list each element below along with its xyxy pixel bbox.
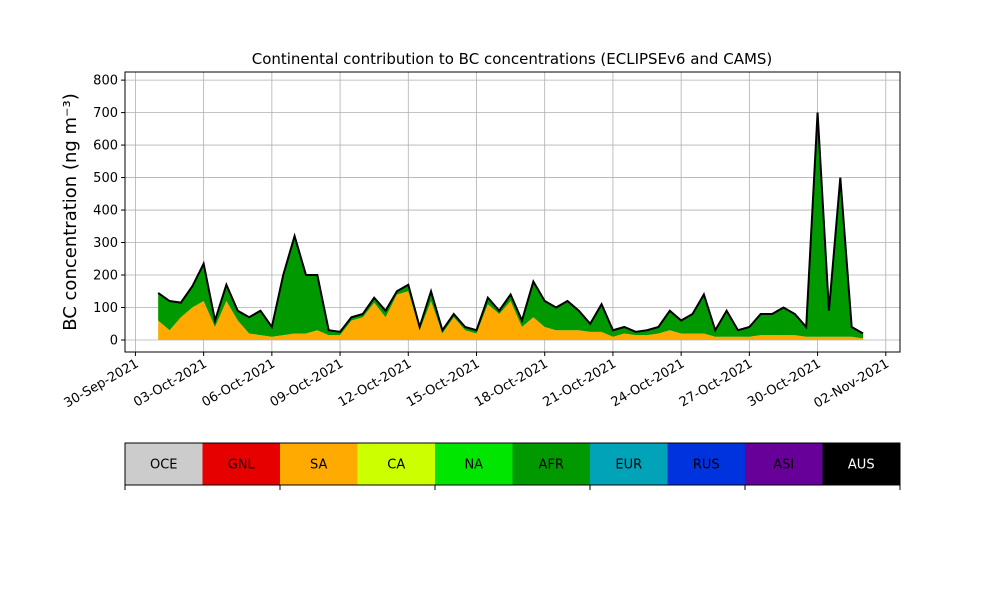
axes-frame bbox=[124, 71, 901, 353]
stack-outline bbox=[157, 112, 864, 335]
colorbar-cell bbox=[435, 443, 513, 485]
colorbar-cell bbox=[202, 443, 280, 485]
y-tick-label: 300 bbox=[93, 236, 118, 251]
colorbar-cell bbox=[512, 443, 590, 485]
x-tick-label: 12-Oct-2021 bbox=[336, 356, 414, 410]
y-tick-label: 600 bbox=[93, 139, 118, 154]
x-tick-label: 06-Oct-2021 bbox=[199, 356, 277, 410]
colorbar-cell bbox=[822, 443, 900, 485]
y-tick-label: 0 bbox=[110, 333, 118, 348]
colorbar-cell bbox=[667, 443, 745, 485]
colorbar-cell bbox=[280, 443, 358, 485]
x-tick-label: 03-Oct-2021 bbox=[131, 356, 209, 410]
colorbar-label: AFR bbox=[539, 458, 564, 473]
colorbar-label: SA bbox=[310, 458, 327, 473]
colorbar-label: NA bbox=[464, 458, 483, 473]
y-tick-label: 800 bbox=[93, 74, 118, 89]
colorbar-cell bbox=[357, 443, 435, 485]
colorbar-label: EUR bbox=[615, 458, 642, 473]
x-tick-label: 24-Oct-2021 bbox=[609, 356, 687, 410]
area bbox=[158, 291, 864, 340]
chart-title: Continental contribution to BC concentra… bbox=[252, 50, 773, 68]
x-tick-label: 15-Oct-2021 bbox=[404, 356, 482, 410]
x-tick-label: 30-Sep-2021 bbox=[62, 356, 142, 411]
y-tick-label: 700 bbox=[93, 106, 118, 121]
area bbox=[158, 112, 864, 339]
y-tick-label: 500 bbox=[93, 171, 118, 186]
colorbar-cell bbox=[125, 443, 203, 485]
colorbar-cell bbox=[745, 443, 823, 485]
colorbar-label: RUS bbox=[693, 458, 720, 473]
x-tick-label: 21-Oct-2021 bbox=[541, 356, 619, 410]
colorbar-label: OCE bbox=[150, 458, 178, 473]
x-tick-label: 02-Nov-2021 bbox=[812, 356, 892, 411]
x-tick-label: 27-Oct-2021 bbox=[677, 356, 755, 410]
x-tick-label: 18-Oct-2021 bbox=[472, 356, 550, 410]
y-tick-label: 100 bbox=[93, 301, 118, 316]
x-tick-label: 30-Oct-2021 bbox=[745, 356, 823, 410]
colorbar-frame bbox=[124, 442, 901, 486]
y-axis-label: BC concentration (ng m⁻³) bbox=[60, 93, 81, 331]
colorbar: OCE GNL SA CA NA AFR EUR RUS ASI AUS bbox=[124, 442, 901, 490]
y-tick-label: 200 bbox=[93, 269, 118, 284]
colorbar-label: CA bbox=[387, 458, 405, 473]
x-tick-label: 09-Oct-2021 bbox=[268, 356, 346, 410]
y-tick-label: 400 bbox=[93, 204, 118, 219]
colorbar-cell bbox=[590, 443, 668, 485]
colorbar-label: ASI bbox=[773, 458, 794, 473]
colorbar-label: AUS bbox=[848, 458, 875, 473]
colorbar-label: GNL bbox=[228, 458, 256, 473]
